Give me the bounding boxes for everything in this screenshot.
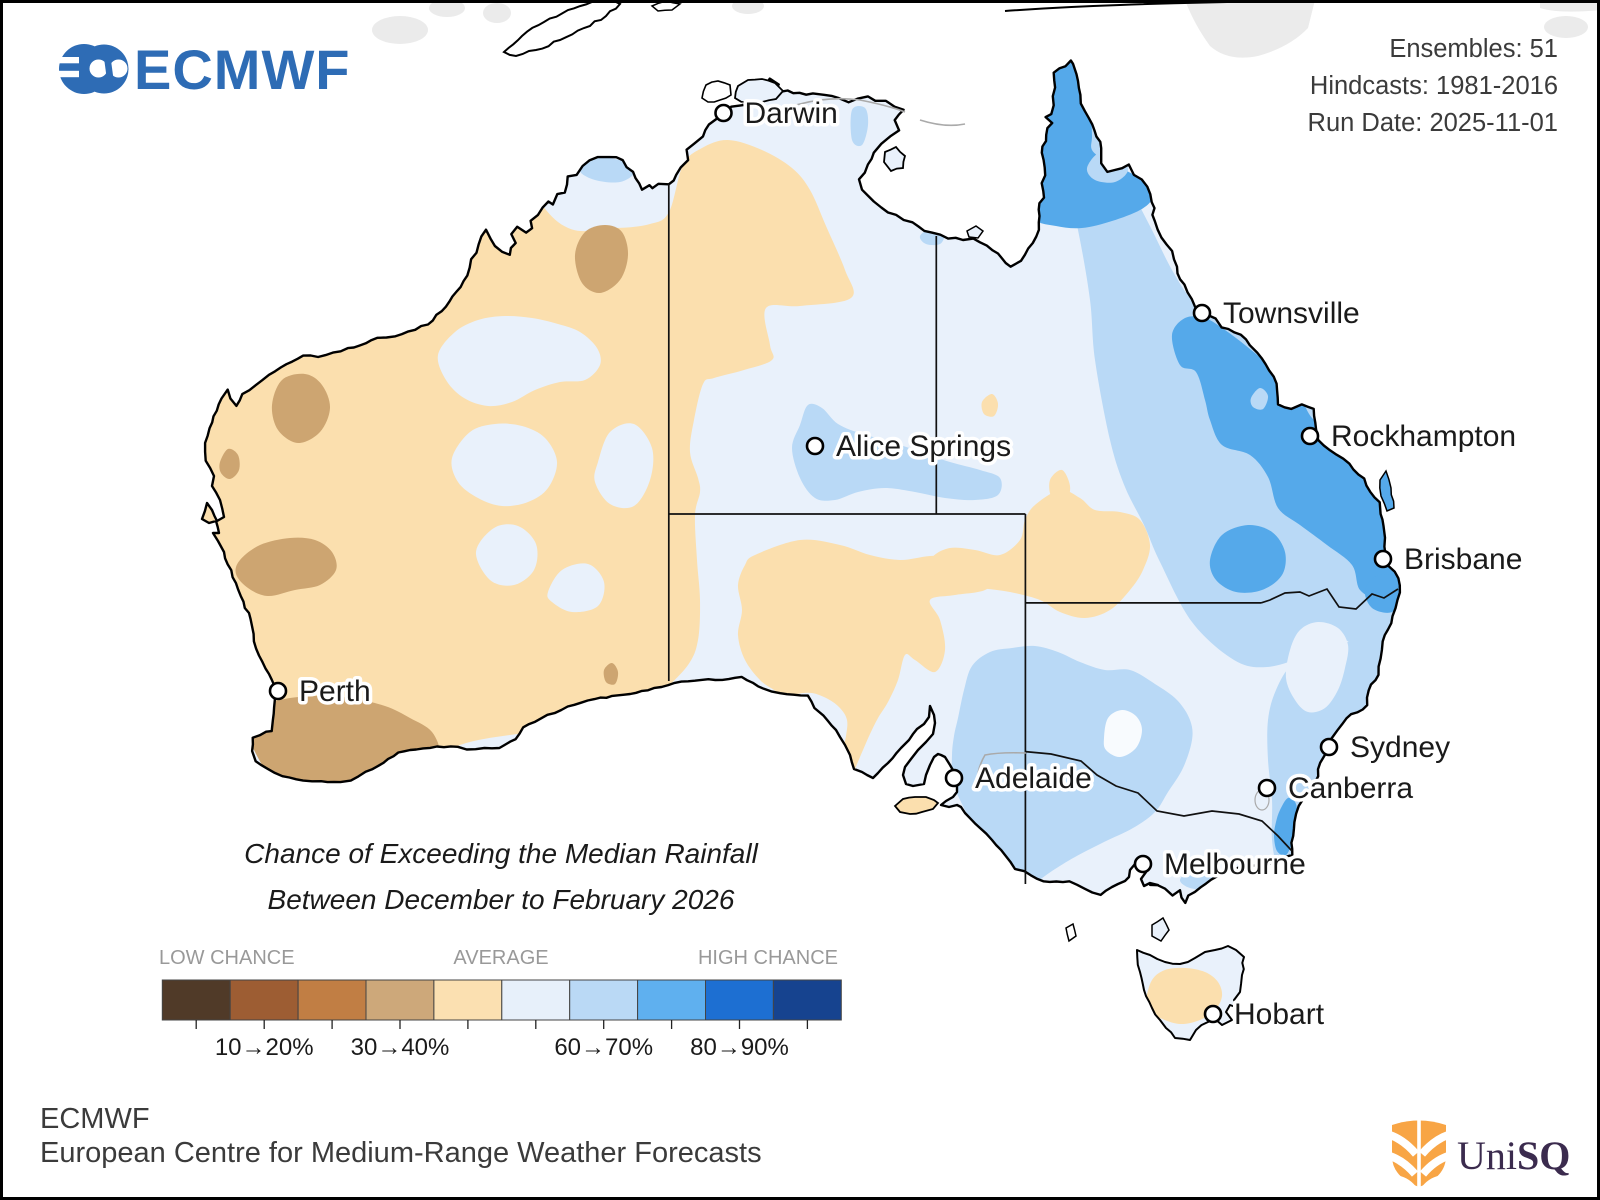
svg-text:Alice Springs: Alice Springs (836, 430, 1011, 463)
svg-text:European Centre for Medium-Ran: European Centre for Medium-Range Weather… (40, 1137, 762, 1169)
svg-text:Hindcasts: 1981-2016: Hindcasts: 1981-2016 (1310, 72, 1558, 100)
svg-text:Sydney: Sydney (1350, 731, 1450, 764)
svg-text:Melbourne: Melbourne (1164, 848, 1306, 881)
svg-text:Chance of Exceeding the Median: Chance of Exceeding the Median Rainfall (244, 838, 758, 869)
svg-text:30→40%: 30→40% (351, 1034, 450, 1061)
svg-text:AVERAGE: AVERAGE (453, 947, 548, 969)
svg-text:Perth: Perth (299, 675, 371, 708)
svg-text:Brisbane: Brisbane (1404, 543, 1522, 576)
svg-text:LOW CHANCE: LOW CHANCE (159, 947, 295, 969)
svg-text:HIGH CHANCE: HIGH CHANCE (698, 947, 838, 969)
svg-text:80→90%: 80→90% (690, 1034, 789, 1061)
svg-text:60→70%: 60→70% (554, 1034, 653, 1061)
svg-text:ECMWF: ECMWF (134, 38, 351, 101)
svg-text:Between December to February 2: Between December to February 2026 (268, 884, 735, 915)
svg-text:Darwin: Darwin (745, 97, 838, 130)
svg-text:Rockhampton: Rockhampton (1331, 420, 1516, 453)
svg-text:Adelaide: Adelaide (975, 762, 1092, 795)
svg-text:10→20%: 10→20% (215, 1034, 314, 1061)
svg-text:Ensembles: 51: Ensembles: 51 (1389, 35, 1558, 63)
svg-text:Run Date: 2025-11-01: Run Date: 2025-11-01 (1308, 109, 1558, 137)
svg-text:ECMWF: ECMWF (40, 1103, 150, 1135)
svg-text:UniSQ: UniSQ (1457, 1133, 1570, 1178)
svg-text:Townsville: Townsville (1223, 297, 1360, 330)
svg-text:Hobart: Hobart (1234, 998, 1325, 1031)
svg-text:Canberra: Canberra (1288, 772, 1413, 805)
